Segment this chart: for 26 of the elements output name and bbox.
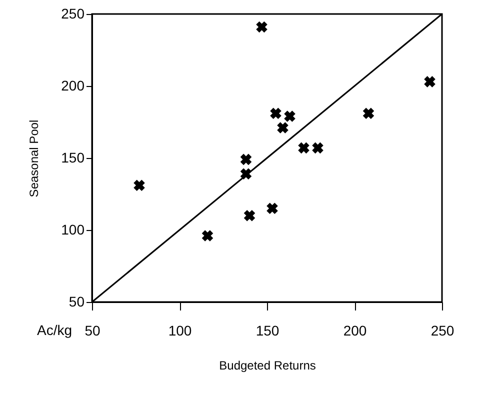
point: [202, 230, 214, 242]
point: [244, 210, 256, 222]
point: [270, 108, 282, 120]
y-tick-label: 50: [68, 294, 85, 310]
x-tick-label: 50: [84, 322, 100, 338]
y-tick-label: 100: [61, 222, 85, 238]
y-axis-title: Seasonal Pool: [27, 120, 42, 198]
point: [277, 122, 288, 134]
y-tick-label: 150: [61, 150, 85, 166]
x-tick-label: 200: [343, 322, 367, 338]
point: [424, 76, 436, 88]
x-tick-label: 100: [168, 322, 192, 338]
point: [266, 202, 278, 214]
point: [240, 154, 252, 166]
point: [298, 142, 310, 154]
y-tick-label: 200: [61, 78, 85, 94]
point: [362, 108, 374, 120]
point: [256, 21, 268, 33]
point: [284, 110, 296, 122]
point: [312, 142, 324, 154]
y-tick-label: 250: [61, 6, 85, 22]
text: Ac/kg: [36, 322, 72, 338]
point: [134, 180, 145, 192]
x-tick-label: 150: [256, 322, 280, 338]
x-axis-title: Budgeted Returns: [219, 358, 316, 372]
x-tick-label: 250: [430, 322, 454, 338]
